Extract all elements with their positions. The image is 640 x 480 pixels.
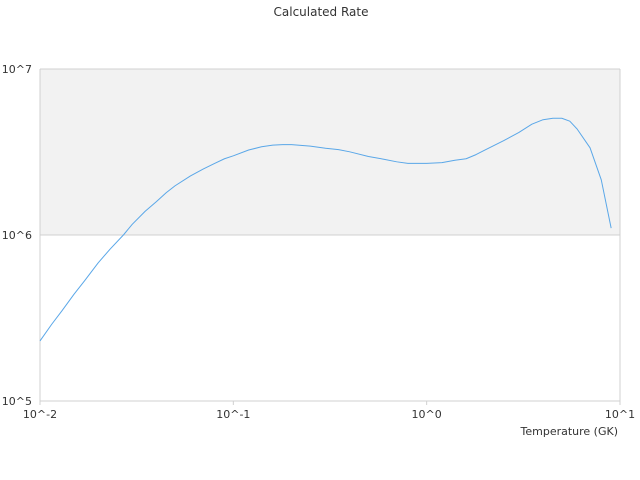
x-tick-label: 10^-2 — [23, 408, 57, 421]
y-tick-label: 10^6 — [2, 229, 32, 242]
shaded-band — [40, 69, 620, 235]
plot-area: 10^-2 10^-1 10^0 10^1 10^5 10^6 10^7 — [2, 63, 635, 421]
chart-title: Calculated Rate — [274, 5, 369, 19]
x-tick-label: 10^0 — [412, 408, 442, 421]
x-tick-label: 10^1 — [605, 408, 635, 421]
series-line — [39, 117, 612, 342]
x-tick-label: 10^-1 — [216, 408, 250, 421]
y-tick-label: 10^5 — [2, 395, 32, 408]
x-axis-label: Temperature (GK) — [520, 425, 619, 438]
y-tick-label: 10^7 — [2, 63, 32, 76]
